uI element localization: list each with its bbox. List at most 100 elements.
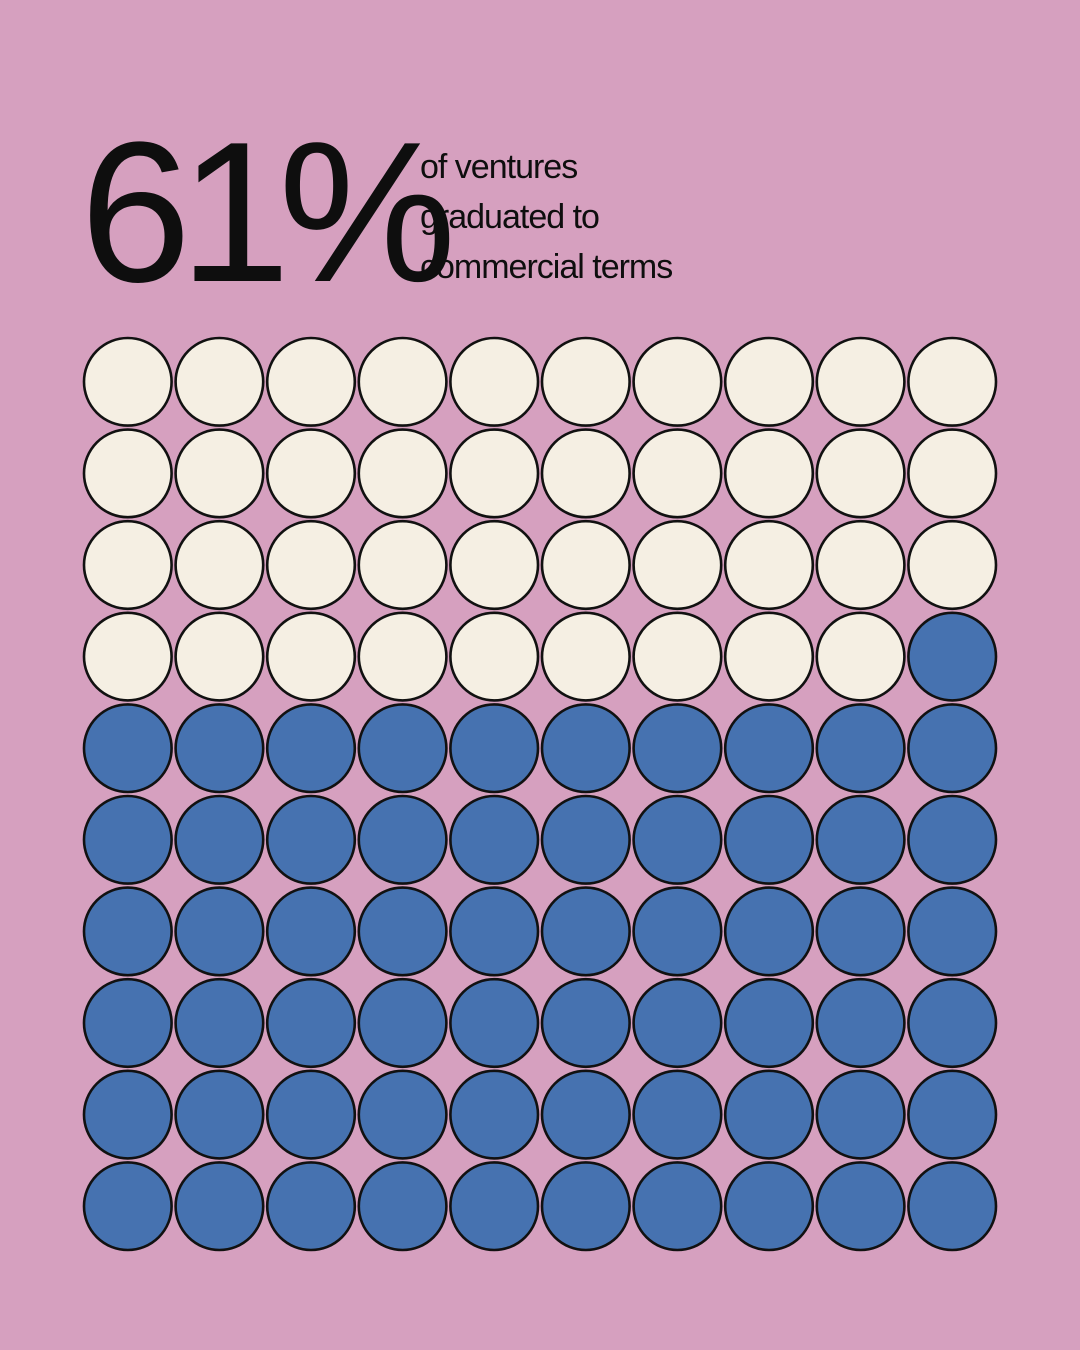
waffle-dot-filled xyxy=(815,1069,906,1160)
waffle-dot-empty xyxy=(82,428,173,519)
waffle-dot-filled xyxy=(540,1161,631,1252)
waffle-dot-empty xyxy=(357,519,448,611)
waffle-dot-filled xyxy=(632,886,723,977)
waffle-dot-filled xyxy=(174,1161,265,1252)
waffle-dot-filled xyxy=(82,977,173,1069)
waffle-dot-filled xyxy=(723,794,815,885)
waffle-dot-empty xyxy=(540,519,631,611)
waffle-dot-filled xyxy=(815,703,906,794)
waffle-dot-empty xyxy=(723,428,815,519)
waffle-dot-empty xyxy=(174,336,265,427)
waffle-dot-empty xyxy=(82,611,173,702)
waffle-dot-empty xyxy=(265,336,357,427)
waffle-dot-filled xyxy=(907,1069,998,1160)
waffle-dot-filled xyxy=(907,1161,998,1252)
waffle-dot-empty xyxy=(265,519,357,611)
waffle-dot-filled xyxy=(815,977,906,1069)
waffle-dot-empty xyxy=(632,519,723,611)
waffle-dot-filled xyxy=(815,794,906,885)
waffle-dot-empty xyxy=(357,611,448,702)
caption-line-3: commercial terms xyxy=(420,248,673,286)
waffle-dot-empty xyxy=(723,519,815,611)
waffle-dot-filled xyxy=(174,886,265,977)
waffle-dot-empty xyxy=(449,428,540,519)
waffle-dot-empty xyxy=(265,428,357,519)
waffle-dot-filled xyxy=(540,1069,631,1160)
waffle-dot-empty xyxy=(723,611,815,702)
waffle-dot-filled xyxy=(907,794,998,885)
waffle-dot-filled xyxy=(723,703,815,794)
waffle-dot-filled xyxy=(357,886,448,977)
waffle-dot-filled xyxy=(174,703,265,794)
waffle-dot-filled xyxy=(265,703,357,794)
waffle-dot-empty xyxy=(540,611,631,702)
waffle-dot-filled xyxy=(449,1161,540,1252)
waffle-chart xyxy=(82,336,998,1252)
waffle-dot-filled xyxy=(449,703,540,794)
waffle-dot-empty xyxy=(357,428,448,519)
waffle-dot-filled xyxy=(723,886,815,977)
headline-stat: 61% xyxy=(80,101,456,324)
waffle-dot-filled xyxy=(907,977,998,1069)
waffle-dot-empty xyxy=(815,611,906,702)
caption-line-2: graduated to xyxy=(420,198,600,236)
waffle-dot-filled xyxy=(265,1161,357,1252)
headline-caption: of ventures graduated to commercial term… xyxy=(420,142,820,292)
waffle-dot-filled xyxy=(357,703,448,794)
waffle-dot-filled xyxy=(907,611,998,702)
waffle-dot-empty xyxy=(815,336,906,427)
waffle-dot-filled xyxy=(907,886,998,977)
waffle-dot-filled xyxy=(265,886,357,977)
waffle-dot-empty xyxy=(82,519,173,611)
waffle-dot-empty xyxy=(540,428,631,519)
waffle-dot-empty xyxy=(449,336,540,427)
waffle-dot-empty xyxy=(907,336,998,427)
waffle-dot-filled xyxy=(265,1069,357,1160)
waffle-dot-filled xyxy=(723,1069,815,1160)
waffle-dot-empty xyxy=(449,611,540,702)
waffle-dot-filled xyxy=(632,794,723,885)
waffle-dot-empty xyxy=(265,611,357,702)
waffle-dot-empty xyxy=(907,428,998,519)
waffle-dot-filled xyxy=(82,703,173,794)
waffle-dot-filled xyxy=(449,886,540,977)
waffle-dot-filled xyxy=(540,977,631,1069)
waffle-dot-empty xyxy=(632,336,723,427)
waffle-dot-filled xyxy=(815,886,906,977)
waffle-dot-filled xyxy=(449,977,540,1069)
waffle-dot-empty xyxy=(632,611,723,702)
waffle-dot-filled xyxy=(357,794,448,885)
waffle-dot-filled xyxy=(907,703,998,794)
waffle-dot-filled xyxy=(632,1161,723,1252)
waffle-dot-empty xyxy=(174,519,265,611)
waffle-dot-empty xyxy=(82,336,173,427)
waffle-dot-filled xyxy=(174,794,265,885)
waffle-dot-filled xyxy=(632,977,723,1069)
waffle-dot-filled xyxy=(82,794,173,885)
waffle-dot-filled xyxy=(82,1069,173,1160)
waffle-dot-filled xyxy=(174,977,265,1069)
waffle-dot-filled xyxy=(449,1069,540,1160)
waffle-dot-filled xyxy=(540,794,631,885)
waffle-dot-empty xyxy=(540,336,631,427)
waffle-chart-svg xyxy=(82,336,998,1252)
waffle-dot-empty xyxy=(174,428,265,519)
waffle-dot-empty xyxy=(357,336,448,427)
waffle-dot-empty xyxy=(815,519,906,611)
headline: 61% of ventures graduated to commercial … xyxy=(80,108,1000,318)
waffle-dot-filled xyxy=(815,1161,906,1252)
caption-line-1: of ventures xyxy=(420,148,578,186)
waffle-dot-filled xyxy=(357,977,448,1069)
waffle-dot-empty xyxy=(449,519,540,611)
waffle-dot-empty xyxy=(632,428,723,519)
waffle-dot-filled xyxy=(82,886,173,977)
waffle-dot-filled xyxy=(540,886,631,977)
waffle-dot-filled xyxy=(265,794,357,885)
waffle-dot-empty xyxy=(723,336,815,427)
waffle-dot-filled xyxy=(357,1161,448,1252)
waffle-dot-filled xyxy=(723,977,815,1069)
waffle-dot-filled xyxy=(265,977,357,1069)
waffle-dot-filled xyxy=(540,703,631,794)
waffle-dot-filled xyxy=(449,794,540,885)
waffle-dot-filled xyxy=(174,1069,265,1160)
